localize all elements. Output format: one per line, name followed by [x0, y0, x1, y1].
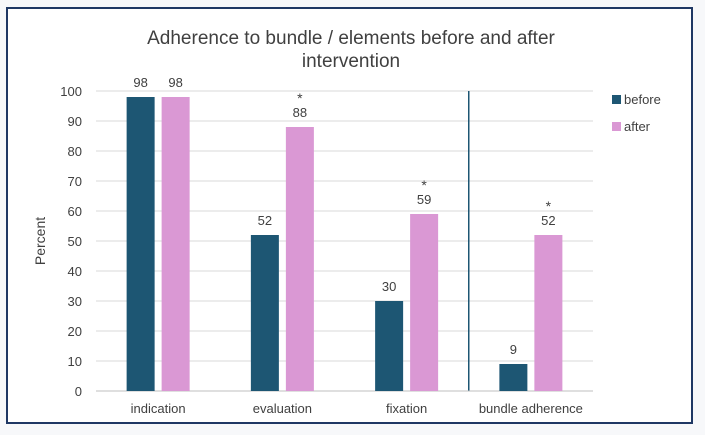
chart-title-line-1: Adherence to bundle / elements before an…	[147, 28, 555, 49]
bar-after	[285, 127, 314, 391]
y-tick-label: 70	[68, 174, 82, 189]
y-tick-label: 40	[68, 264, 82, 279]
y-tick-label: 80	[68, 144, 82, 159]
legend-label-after: after	[624, 119, 651, 134]
legend-swatch-after	[612, 122, 621, 131]
y-tick-label: 30	[68, 294, 82, 309]
chart-frame	[6, 7, 693, 424]
data-label: 52	[541, 213, 555, 228]
bar-after	[410, 214, 439, 391]
significance-marker: *	[421, 177, 427, 193]
bar-before	[126, 97, 155, 391]
x-tick-label: evaluation	[253, 401, 312, 416]
data-label: 9	[510, 342, 517, 357]
y-tick-label: 100	[60, 84, 82, 99]
data-label: 59	[417, 192, 431, 207]
y-tick-label: 20	[68, 324, 82, 339]
x-tick-label: fixation	[386, 401, 427, 416]
chart-title-line-2: intervention	[302, 51, 400, 72]
bar-before	[499, 364, 528, 391]
bar-after	[534, 235, 563, 391]
bar-before	[375, 301, 404, 391]
y-tick-label: 10	[68, 354, 82, 369]
data-label: 88	[293, 105, 307, 120]
data-label: 98	[168, 75, 182, 90]
legend-swatch-before	[612, 95, 621, 104]
data-label: 30	[382, 279, 396, 294]
y-tick-label: 0	[75, 384, 82, 399]
bar-after	[161, 97, 190, 391]
y-tick-label: 50	[68, 234, 82, 249]
significance-marker: *	[546, 198, 552, 214]
y-tick-label: 60	[68, 204, 82, 219]
bar-before	[250, 235, 279, 391]
legend-label-before: before	[624, 92, 661, 107]
y-tick-label: 90	[68, 114, 82, 129]
x-tick-label: bundle adherence	[479, 401, 583, 416]
y-axis-label: Percent	[32, 217, 48, 265]
significance-marker: *	[297, 90, 303, 106]
x-tick-label: indication	[131, 401, 186, 416]
data-label: 52	[258, 213, 272, 228]
data-label: 98	[133, 75, 147, 90]
